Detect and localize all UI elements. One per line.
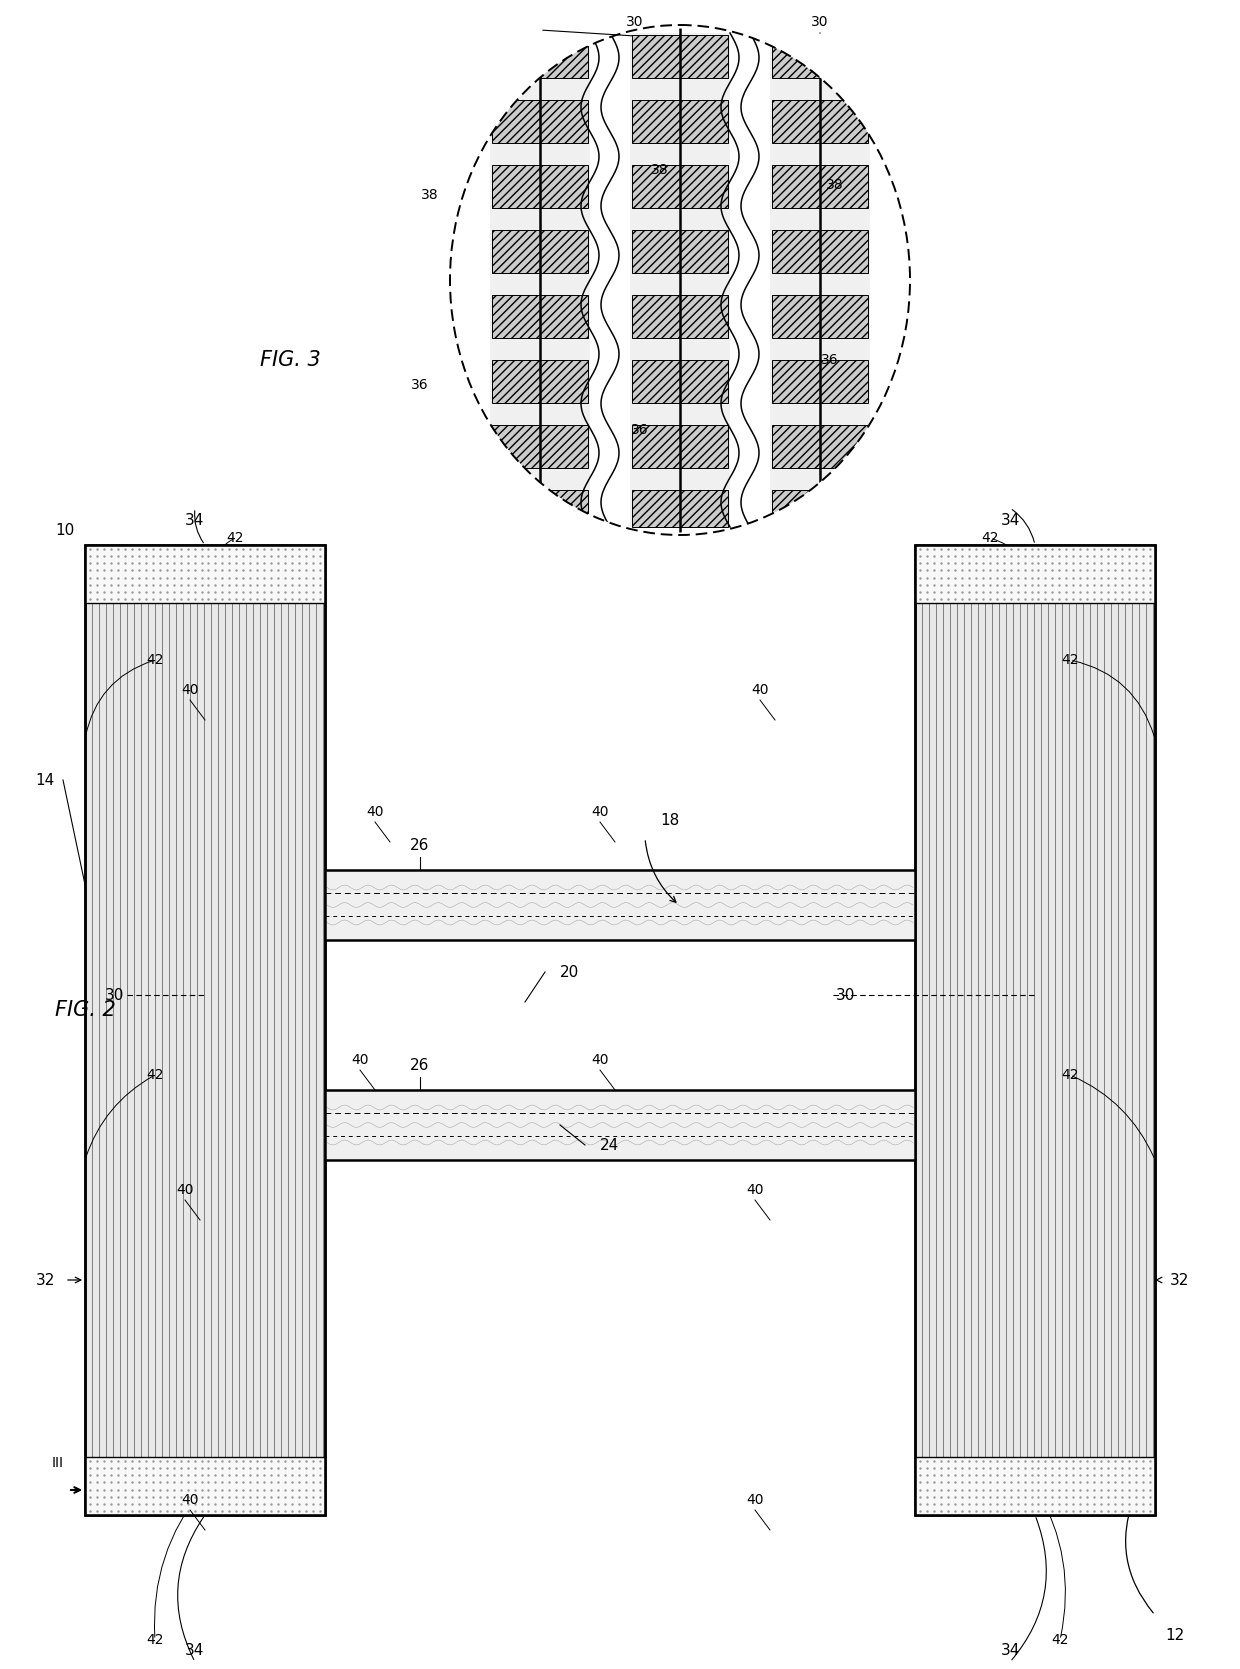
Text: 42: 42 [146,1068,164,1082]
Text: 34: 34 [185,1642,205,1657]
Bar [773,100,868,144]
Text: 40: 40 [591,804,609,819]
Text: 30: 30 [626,15,644,28]
Text: 42: 42 [1061,653,1079,668]
Bar [492,165,588,209]
Bar [632,100,728,144]
Text: 32: 32 [36,1272,55,1287]
Bar [492,491,588,527]
Bar [773,426,868,467]
Text: 38: 38 [651,164,668,177]
Text: 40: 40 [366,804,383,819]
Text: 30: 30 [105,988,124,1003]
Bar [773,295,868,339]
Bar [86,546,325,1515]
Text: 40: 40 [751,683,769,698]
Text: 12: 12 [1166,1627,1184,1642]
Text: 38: 38 [422,189,439,202]
Bar [773,165,868,209]
Bar [632,295,728,339]
Text: 42: 42 [146,1632,164,1647]
Bar [632,230,728,274]
Text: 10: 10 [56,522,74,537]
Text: 36: 36 [631,422,649,437]
Text: 30: 30 [811,15,828,28]
Bar [773,361,868,402]
Bar [325,870,915,940]
Bar [773,230,868,274]
Bar [915,546,1154,1515]
Text: 32: 32 [1171,1272,1189,1287]
Bar [492,100,588,144]
Text: 40: 40 [351,1053,368,1066]
Text: 30: 30 [836,988,856,1003]
Bar [630,33,730,527]
Text: 42: 42 [146,653,164,668]
Text: 34: 34 [1001,512,1019,527]
Bar [86,546,325,1515]
Bar [632,165,728,209]
Text: 34: 34 [1001,1642,1019,1657]
Text: 26: 26 [410,1058,430,1073]
Text: 14: 14 [36,773,55,788]
Bar [492,361,588,402]
Bar [915,546,1154,603]
Text: FIG. 3: FIG. 3 [259,350,320,371]
Text: 40: 40 [181,1494,198,1507]
Bar [632,426,728,467]
Text: 42: 42 [1052,1632,1069,1647]
Text: 42: 42 [981,531,998,546]
Text: 36: 36 [412,377,429,392]
Bar [915,546,1154,1515]
Bar [490,33,590,527]
Bar [325,1090,915,1160]
Bar [86,1457,325,1515]
Text: 40: 40 [181,683,198,698]
Text: 40: 40 [746,1183,764,1197]
Text: 34: 34 [185,512,205,527]
Text: 24: 24 [600,1138,619,1153]
Bar [915,1457,1154,1515]
Bar [492,295,588,339]
Text: 42: 42 [1061,1068,1079,1082]
Text: 36: 36 [821,354,838,367]
Bar [492,230,588,274]
Text: 26: 26 [410,838,430,853]
Bar [632,361,728,402]
Bar [773,35,868,78]
Bar [492,35,588,78]
Text: III: III [52,1455,64,1470]
Text: 40: 40 [746,1494,764,1507]
Text: 40: 40 [591,1053,609,1066]
Bar [632,491,728,527]
Text: 20: 20 [560,965,579,980]
Bar [770,33,870,527]
Bar [773,491,868,527]
Text: 40: 40 [176,1183,193,1197]
Text: 42: 42 [226,531,244,546]
Bar [632,35,728,78]
Text: 18: 18 [660,813,680,828]
Text: FIG. 2: FIG. 2 [55,1000,115,1020]
Bar [492,426,588,467]
Bar [86,546,325,603]
Text: 38: 38 [826,179,843,192]
